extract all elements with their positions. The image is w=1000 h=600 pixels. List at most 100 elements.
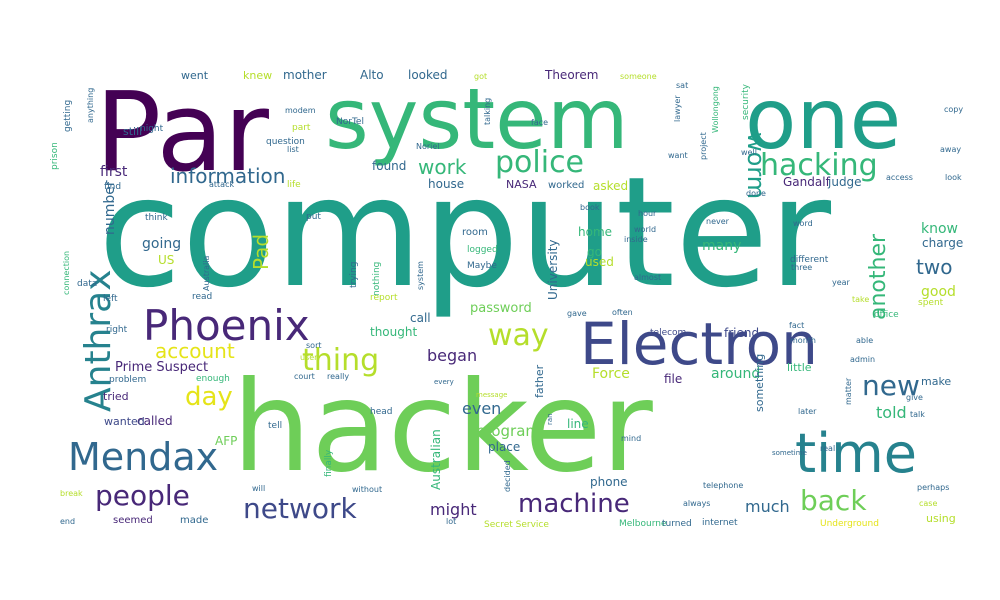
cloud-word: make (921, 375, 951, 388)
cloud-word: internet (702, 518, 738, 528)
cloud-word: system (416, 261, 425, 290)
cloud-word: mind (621, 434, 641, 443)
cloud-word: court (294, 372, 315, 381)
cloud-word: someone (620, 72, 657, 81)
cloud-word: used (585, 255, 614, 269)
cloud-word: asked (593, 179, 628, 193)
cloud-word: went (181, 69, 209, 82)
cloud-word: prison (50, 142, 60, 170)
cloud-word: case (919, 499, 937, 508)
cloud-word: Secret Service (484, 520, 549, 530)
cloud-word: network (243, 492, 357, 525)
cloud-word: even (462, 399, 501, 418)
cloud-word: Gandalf (783, 175, 831, 189)
cloud-word: Melbourne (619, 519, 667, 529)
cloud-word: father (533, 364, 546, 398)
cloud-word: later (798, 407, 817, 416)
cloud-word: often (612, 308, 633, 317)
cloud-word: face (531, 118, 548, 127)
cloud-word: many (702, 238, 741, 254)
cloud-word: wanted (104, 415, 145, 428)
cloud-word: first (100, 164, 128, 180)
cloud-word: sort (306, 341, 322, 350)
cloud-word: work (418, 155, 467, 179)
cloud-word: find (104, 182, 121, 192)
cloud-word: Anthrax (78, 269, 119, 412)
cloud-word: sometime (772, 449, 807, 457)
cloud-word: police (495, 145, 584, 180)
cloud-word: world (634, 225, 656, 234)
cloud-word: know (921, 221, 958, 237)
cloud-word: always (683, 499, 710, 508)
cloud-word: telecom (650, 328, 686, 338)
cloud-word: project (699, 132, 708, 160)
cloud-word: tell (268, 421, 282, 431)
cloud-word: new (862, 369, 920, 402)
cloud-word: spent (918, 298, 944, 308)
cloud-word: Pad (249, 234, 273, 270)
cloud-word: finally (324, 449, 334, 477)
cloud-word: right (106, 325, 128, 335)
cloud-word: look (945, 173, 962, 182)
cloud-word: house (428, 177, 464, 191)
cloud-word: looked (408, 68, 448, 82)
cloud-word: tried (103, 390, 129, 403)
cloud-word: found (372, 159, 406, 173)
cloud-word: room (462, 227, 488, 238)
cloud-word: talking (483, 98, 492, 125)
cloud-word: anything (86, 88, 95, 123)
cloud-word: phone (590, 475, 628, 489)
cloud-word: machine (518, 489, 630, 519)
cloud-word: Australia (202, 256, 211, 291)
cloud-word: began (427, 346, 477, 365)
cloud-word: ran (546, 413, 554, 425)
cloud-word: left (103, 294, 118, 304)
cloud-word: word (793, 219, 813, 228)
cloud-word: office (874, 310, 899, 320)
cloud-word: month (790, 336, 816, 345)
cloud-word: telephone (703, 481, 743, 490)
cloud-word: admin (850, 355, 875, 364)
cloud-word: Underground (820, 519, 879, 529)
cloud-word: number (102, 180, 118, 235)
cloud-word: different (790, 255, 829, 265)
cloud-word: seemed (113, 515, 153, 526)
cloud-word: going (142, 236, 181, 252)
cloud-word: worked (548, 180, 584, 191)
cloud-word: much (745, 497, 790, 516)
cloud-word: access (886, 173, 913, 182)
cloud-word: talk (910, 410, 925, 419)
cloud-word: attack (209, 180, 234, 189)
cloud-word: connection (62, 251, 71, 295)
cloud-word: turned (662, 519, 692, 529)
cloud-word: able (856, 336, 873, 345)
cloud-word: lawyer (673, 95, 682, 122)
cloud-word: message (476, 391, 507, 399)
cloud-word: really (327, 372, 349, 381)
cloud-word: Electron (580, 310, 818, 378)
cloud-word: question (266, 137, 305, 147)
cloud-word: Alto (360, 68, 384, 82)
cloud-word: modem (285, 106, 316, 115)
cloud-word: perhaps (917, 483, 949, 492)
cloud-word: friend (724, 326, 759, 340)
cloud-word: back (800, 484, 867, 517)
cloud-word: knew (243, 69, 272, 82)
cloud-word: account (155, 339, 235, 363)
cloud-word: almost (634, 273, 661, 282)
cloud-word: take (852, 295, 869, 304)
cloud-word: security (741, 83, 751, 120)
cloud-word: good (921, 284, 956, 300)
cloud-word: Maybe (467, 261, 497, 271)
cloud-word: program (476, 422, 540, 440)
cloud-word: book (580, 203, 600, 212)
cloud-word: real (820, 444, 835, 453)
cloud-word: think (145, 213, 168, 223)
cloud-word: system (325, 70, 629, 168)
cloud-word: Par (95, 68, 270, 196)
cloud-word: fact (789, 321, 804, 330)
cloud-word: part (292, 123, 311, 133)
cloud-word: something (753, 354, 766, 412)
cloud-word: lot (446, 517, 456, 526)
